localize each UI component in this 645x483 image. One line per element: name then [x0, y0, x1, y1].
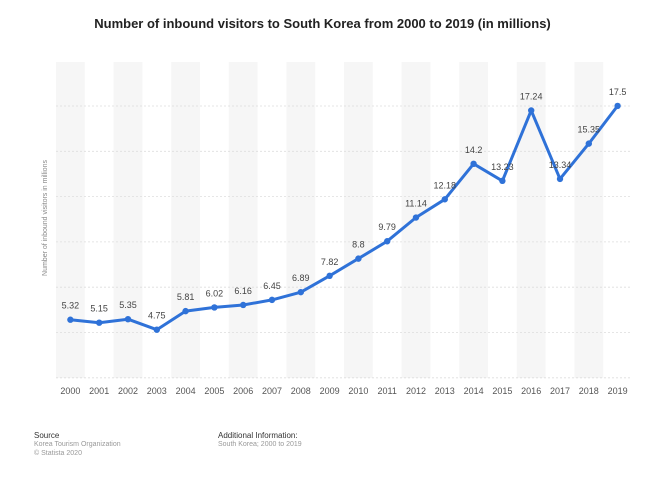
- data-label-2015: 13.23: [491, 162, 514, 172]
- x-tick-2004: 2004: [176, 386, 196, 396]
- x-tick-2015: 2015: [492, 386, 512, 396]
- x-tick-2012: 2012: [406, 386, 426, 396]
- data-label-2008: 6.89: [292, 273, 310, 283]
- data-label-2002: 5.35: [119, 300, 137, 310]
- data-label-2017: 13.34: [549, 160, 572, 170]
- x-tick-2002: 2002: [118, 386, 138, 396]
- data-point-2002[interactable]: [124, 315, 132, 323]
- column-bands: [56, 62, 604, 378]
- x-tick-2009: 2009: [320, 386, 340, 396]
- data-points: [67, 102, 621, 333]
- data-point-2015[interactable]: [499, 177, 506, 185]
- source-block: Source Korea Tourism Organization © Stat…: [34, 431, 121, 458]
- x-tick-2019: 2019: [608, 386, 628, 396]
- column-band: [286, 62, 316, 378]
- x-tick-2018: 2018: [579, 386, 599, 396]
- data-label-2006: 6.16: [234, 286, 252, 296]
- data-label-2013: 12.18: [434, 180, 457, 190]
- data-label-2005: 6.02: [206, 288, 224, 298]
- data-point-2003[interactable]: [153, 326, 160, 333]
- data-label-2004: 5.81: [177, 292, 195, 302]
- data-point-2018[interactable]: [585, 140, 592, 147]
- data-point-2005[interactable]: [211, 304, 218, 311]
- y-axis-label: Number of inbound visitors in millions: [42, 160, 49, 276]
- data-label-2014: 14.2: [465, 145, 483, 155]
- data-label-2009: 7.82: [321, 257, 339, 267]
- data-label-2012: 11.14: [405, 199, 427, 209]
- x-tick-2016: 2016: [521, 386, 541, 396]
- data-point-2007[interactable]: [268, 296, 276, 304]
- gridlines: [56, 105, 632, 379]
- x-tick-2003: 2003: [147, 386, 167, 396]
- data-point-2008[interactable]: [297, 288, 304, 296]
- x-tick-2010: 2010: [348, 386, 368, 396]
- column-band: [171, 62, 200, 378]
- column-band: [344, 62, 373, 378]
- x-tick-2000: 2000: [60, 386, 80, 396]
- x-tick-2005: 2005: [204, 386, 224, 396]
- column-band: [459, 62, 488, 378]
- data-point-2019[interactable]: [614, 102, 621, 110]
- data-point-2012[interactable]: [412, 214, 420, 221]
- additional-info-heading: Additional Information:: [218, 431, 298, 440]
- data-label-2018: 15.35: [578, 125, 601, 135]
- data-point-2014[interactable]: [470, 160, 477, 168]
- x-tick-2013: 2013: [435, 386, 455, 396]
- data-label-2007: 6.45: [263, 281, 281, 291]
- source-line-2: © Statista 2020: [34, 450, 82, 457]
- data-point-2010[interactable]: [355, 255, 362, 262]
- data-point-2011[interactable]: [384, 238, 391, 245]
- data-point-2001[interactable]: [96, 319, 103, 326]
- data-point-2013[interactable]: [441, 196, 448, 203]
- data-label-2016: 17.24: [520, 91, 543, 101]
- data-point-2016[interactable]: [528, 107, 535, 114]
- x-tick-2008: 2008: [291, 386, 311, 396]
- data-point-2004[interactable]: [182, 307, 189, 315]
- column-band: [516, 62, 546, 378]
- data-label-2001: 5.15: [90, 304, 108, 314]
- column-band: [228, 62, 258, 378]
- column-band: [574, 62, 604, 378]
- data-label-2000: 5.32: [62, 301, 80, 311]
- data-point-2017[interactable]: [556, 175, 564, 183]
- x-tick-2017: 2017: [550, 386, 570, 396]
- data-label-2010: 8.8: [352, 240, 365, 250]
- column-band: [113, 62, 143, 378]
- additional-info-line: South Korea; 2000 to 2019: [218, 441, 302, 448]
- data-label-2011: 9.79: [378, 222, 396, 232]
- data-label-2019: 17.5: [609, 87, 627, 97]
- column-band: [56, 62, 85, 378]
- x-tick-2014: 2014: [464, 386, 484, 396]
- data-point-2000[interactable]: [67, 316, 74, 323]
- source-heading: Source: [34, 431, 60, 440]
- x-tick-2011: 2011: [378, 386, 397, 396]
- data-labels: 5.32 5.15 5.35 4.75 5.81 6.02 6.16 6.45 6.89 7.82…: [62, 87, 627, 321]
- source-line-1[interactable]: Korea Tourism Organization: [34, 441, 121, 448]
- data-point-2009[interactable]: [326, 272, 333, 280]
- data-label-2003: 4.75: [148, 311, 166, 321]
- x-tick-2006: 2006: [233, 386, 253, 396]
- x-tick-2001: 2001: [89, 386, 109, 396]
- additional-info-block: Additional Information: South Korea; 200…: [218, 431, 302, 449]
- x-tick-2007: 2007: [262, 386, 282, 396]
- chart-title: Number of inbound visitors to South Kore…: [94, 16, 551, 31]
- series-line: [68, 104, 620, 332]
- data-point-2006[interactable]: [240, 301, 247, 309]
- x-tick-labels: 2000 2001 2002 2003 2004 2005 2006 2007 2008 2009…: [60, 386, 627, 396]
